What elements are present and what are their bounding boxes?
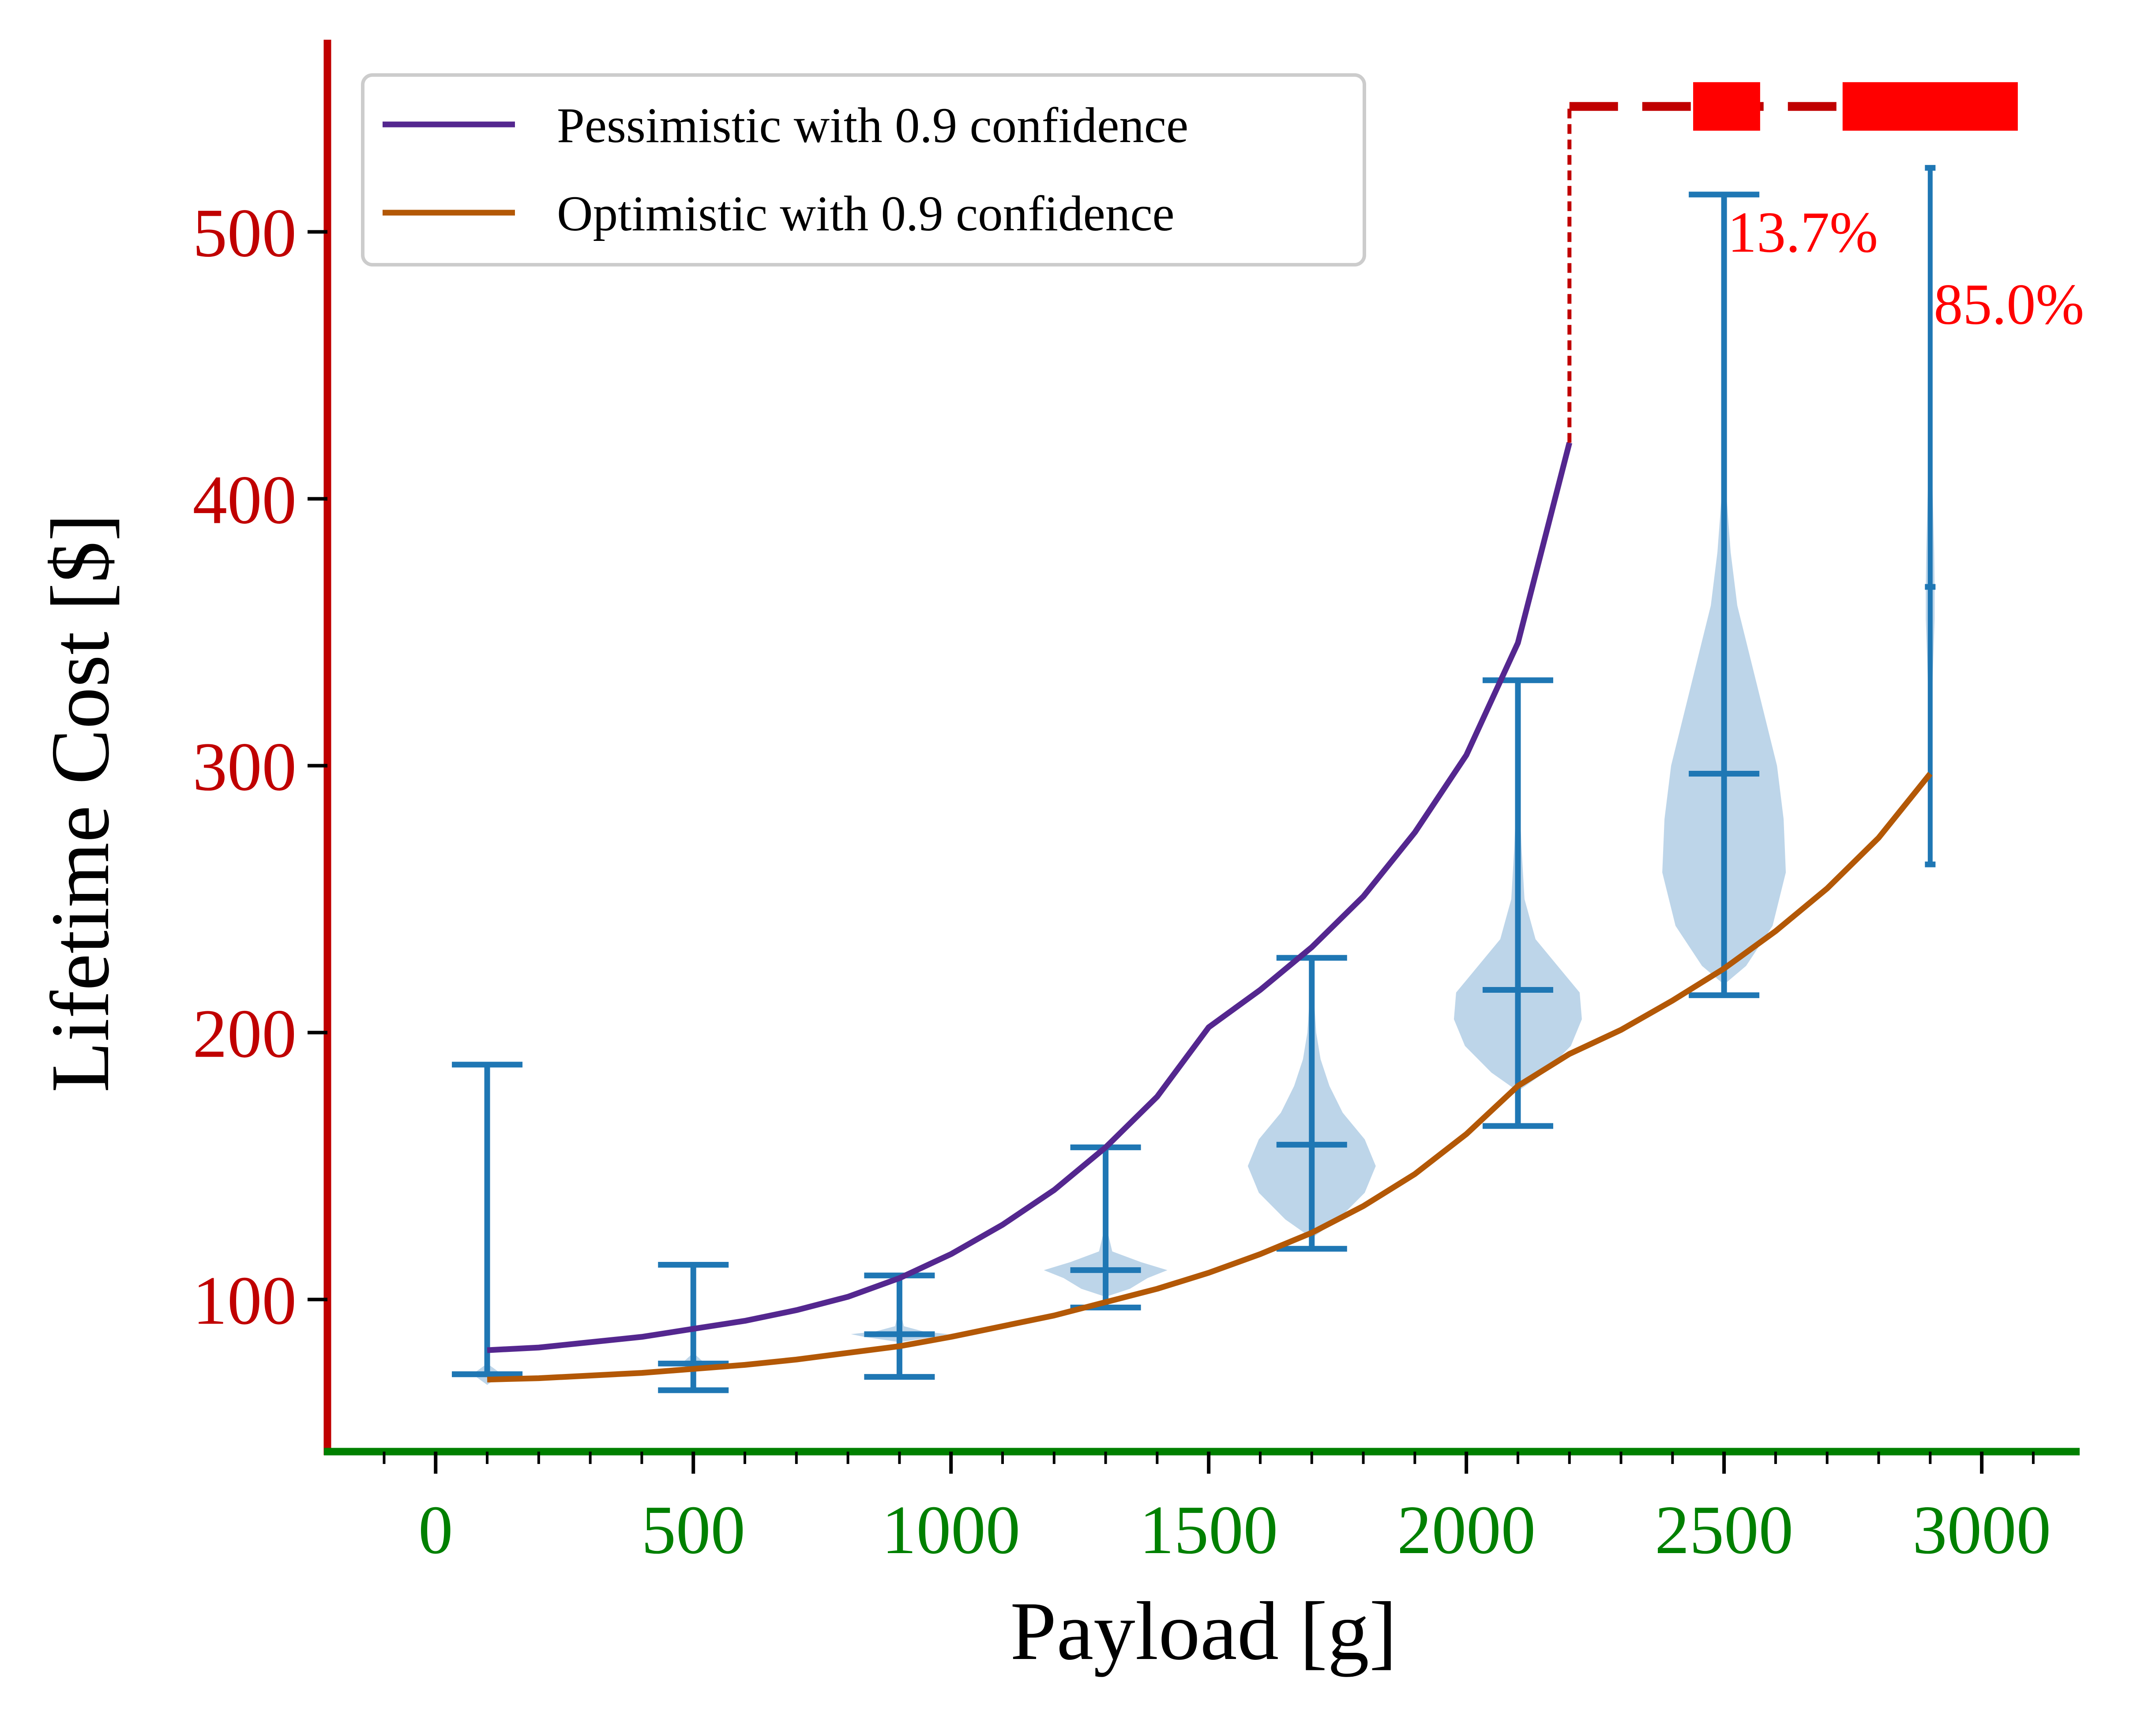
legend-box [361,73,1366,266]
axes-layer [308,40,2080,1474]
y-tick-label: 500 [193,195,297,271]
percent-annotation: 13.7% [1728,200,1878,265]
legend-label: Pessimistic with 0.9 confidence [557,98,1188,153]
x-tick-label: 2000 [1397,1491,1536,1568]
y-tick-label: 200 [193,995,297,1072]
highlight-bar [1842,82,2018,131]
x-tick-label: 1500 [1139,1491,1278,1568]
label-layer: 0 500 1000 1500 2000 2500 3000 100 200 300 400 500 P… [34,195,2084,1677]
y-axis-title: Lifetime Cost [$] [34,514,126,1092]
pessimistic-line [487,442,1572,1353]
x-tick-label: 3000 [1912,1491,2051,1568]
x-axis-title: Payload [g] [1010,1585,1397,1677]
line-layer [487,442,1933,1383]
legend-label: Optimistic with 0.9 confidence [557,186,1175,241]
percent-annotation: 85.0% [1934,272,2084,337]
x-tick-label: 500 [641,1491,745,1568]
y-tick-label: 400 [193,461,297,538]
violin-layer [452,165,1936,1393]
highlight-bar [1693,82,1760,131]
y-tick-label: 300 [193,728,297,805]
x-tick-label: 2500 [1655,1491,1793,1568]
legend: Pessimistic with 0.9 confidence Optimisti… [361,73,1366,266]
x-tick-label: 0 [418,1491,453,1568]
highlight-layer [1567,82,2018,443]
optimistic-line [487,772,1933,1383]
y-tick-label: 100 [193,1262,297,1339]
x-tick-label: 1000 [882,1491,1020,1568]
